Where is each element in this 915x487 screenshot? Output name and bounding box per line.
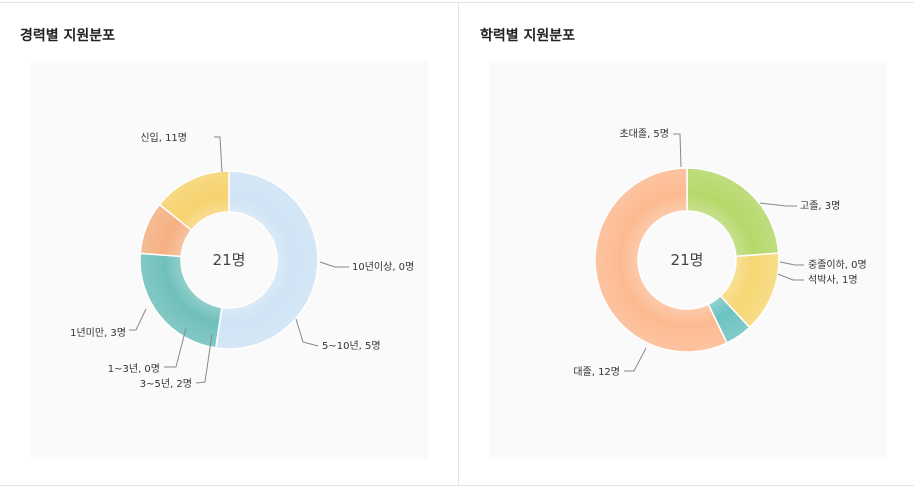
career-chart-title: 경력별 지원분포 bbox=[20, 28, 116, 44]
education-plot-area bbox=[489, 61, 887, 459]
leader-line bbox=[164, 327, 187, 368]
slice-label: 석박사, 1명 bbox=[808, 274, 858, 286]
donut-slice-career-5 bbox=[158, 170, 230, 232]
slice-label: 초대졸, 5명 bbox=[619, 128, 669, 140]
career-plot-area bbox=[30, 61, 428, 459]
education-chart-title: 학력별 지원분포 bbox=[480, 28, 576, 44]
slice-label: 신입, 11명 bbox=[140, 131, 187, 144]
donut-slice-education-4 bbox=[594, 167, 728, 353]
leader-line bbox=[319, 261, 349, 268]
leader-line bbox=[295, 318, 319, 347]
slice-label: 3~5년, 2명 bbox=[140, 378, 192, 390]
leader-line bbox=[214, 136, 223, 173]
leader-line bbox=[777, 273, 804, 281]
leader-line bbox=[624, 347, 647, 372]
leader-line bbox=[759, 202, 797, 207]
leader-line bbox=[673, 133, 682, 168]
donut-slice-career-0 bbox=[214, 170, 319, 350]
leader-line bbox=[779, 261, 804, 266]
slice-label: 대졸, 12명 bbox=[573, 366, 620, 378]
slice-label: 5~10년, 5명 bbox=[322, 340, 381, 352]
slice-label: 중졸이하, 0명 bbox=[808, 258, 867, 271]
slice-label: 1~3년, 0명 bbox=[108, 363, 160, 375]
slice-label: 1년미만, 3명 bbox=[70, 327, 126, 339]
leader-line bbox=[129, 308, 147, 331]
leader-line bbox=[195, 333, 213, 384]
donut-center-total: 21명 bbox=[671, 251, 704, 269]
donut-slice-career-2 bbox=[139, 252, 223, 349]
slice-label: 10년이상, 0명 bbox=[352, 261, 414, 273]
career-donut-chart: 21명 신입, 11명 10년이상, 0명 5~10년, 5명 3~5년, 2명 1~3년… bbox=[70, 131, 414, 390]
donut-slice-education-0 bbox=[686, 167, 780, 258]
slice-label: 고졸, 3명 bbox=[800, 200, 840, 212]
donut-center-total: 21명 bbox=[213, 251, 246, 269]
career-chart-panel: 경력별 지원분포 21명 신입, 11명 10년이상, 0명 5~10년, 5명 3~5… bbox=[0, 3, 459, 485]
